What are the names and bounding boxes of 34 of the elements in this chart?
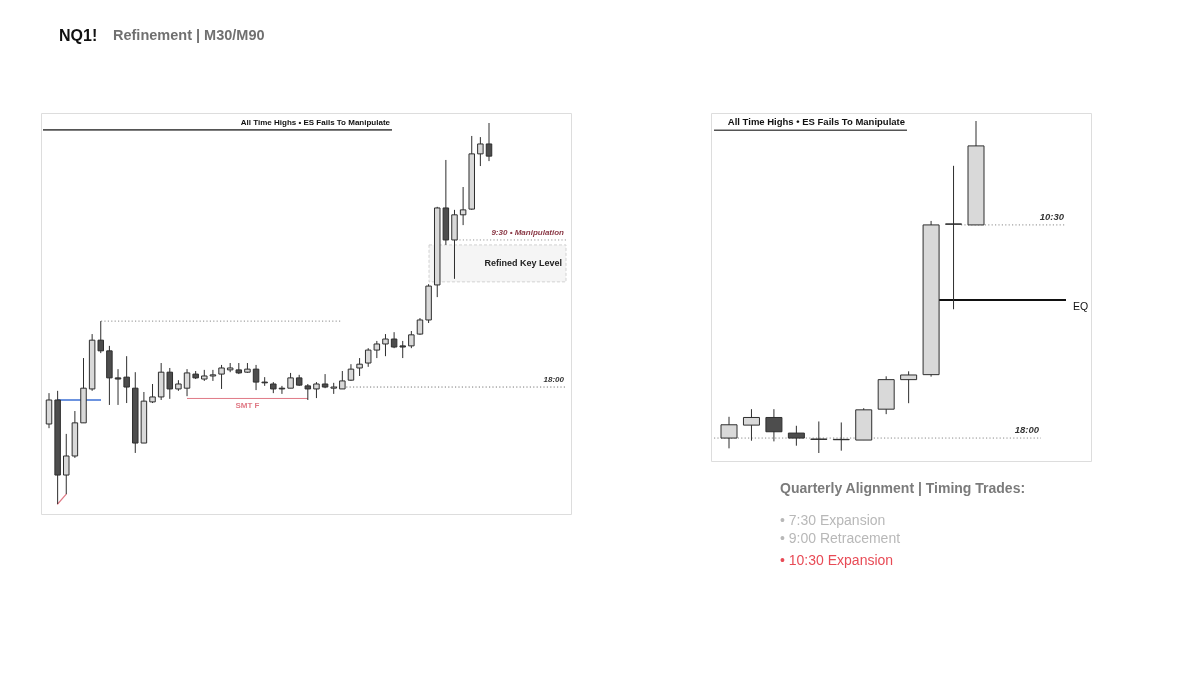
- ref-line-label: EQ: [1073, 299, 1089, 312]
- candlestick: [742, 408, 760, 442]
- text: Quarterly Alignment | Timing Trades:: [780, 480, 1026, 496]
- ref-line-label: SMT F: [235, 401, 260, 411]
- ref-line-label: All Time Highs • ES Fails To Manipulate: [727, 116, 905, 128]
- ref-line-label: 18:00: [1014, 424, 1040, 436]
- band-label: Refined Key Level: [484, 258, 562, 269]
- ref-line-label: 18:00: [543, 375, 565, 385]
- text: • 9:00 Retracement: [780, 530, 901, 546]
- chart-subtitle: Refinement | M30/M90: [113, 27, 265, 43]
- candlestick: [382, 333, 389, 357]
- candlestick: [218, 364, 225, 390]
- candlestick: [278, 385, 286, 395]
- candlestick: [900, 370, 918, 404]
- text: 10:30: [1039, 211, 1065, 222]
- candlestick: [945, 165, 963, 310]
- candlestick: [720, 416, 738, 449]
- candlestick: [321, 373, 329, 389]
- candlestick: [183, 368, 191, 397]
- candlestick: [123, 355, 130, 404]
- text: • 10:30 Expansion: [780, 552, 894, 568]
- text: • 7:30 Expansion: [780, 512, 886, 528]
- candlestick: [810, 420, 828, 454]
- candlestick: [114, 368, 122, 406]
- candlestick: [787, 425, 805, 447]
- annotation: 9:30 • Manipulation: [491, 228, 565, 237]
- candlestick: [45, 392, 53, 429]
- candlestick: [765, 408, 783, 442]
- candlestick: [477, 136, 484, 167]
- chart-title: NQ1!: [59, 27, 98, 44]
- candlestick: [252, 364, 260, 391]
- ref-line-label: All Time Highs • ES Fails To Manipulate: [240, 117, 391, 127]
- candlestick: [209, 369, 217, 382]
- candlestick: [485, 122, 493, 162]
